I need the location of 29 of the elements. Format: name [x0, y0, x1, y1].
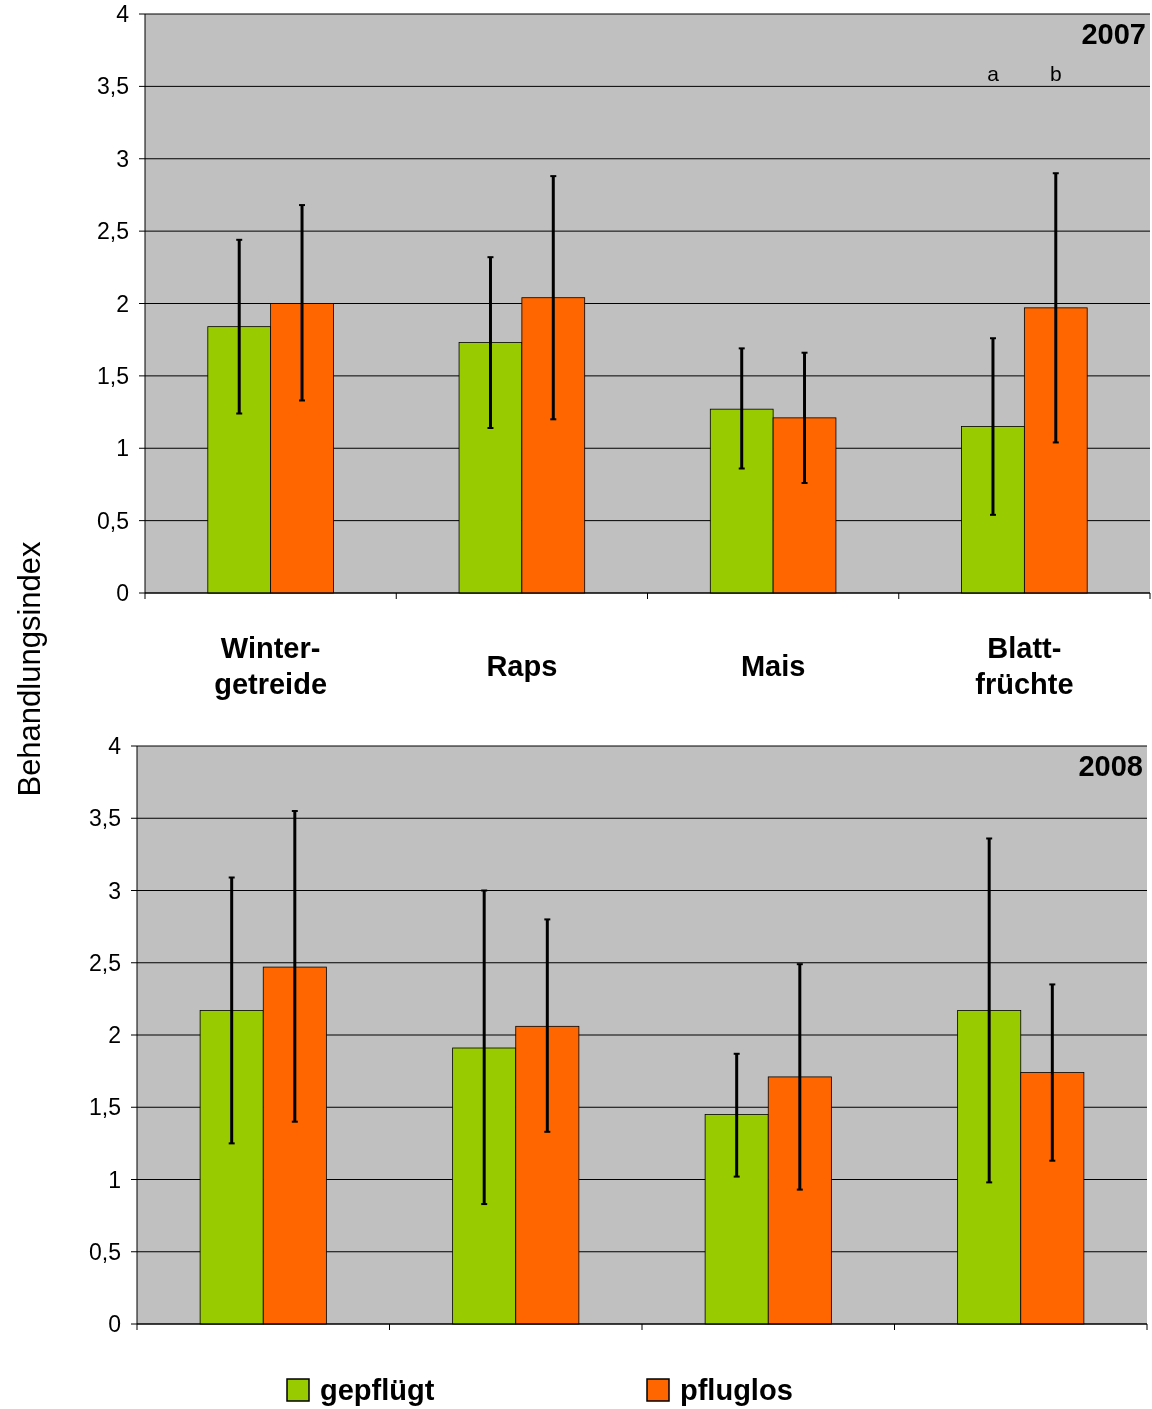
x-tick-label: Winter-getreide: [214, 632, 328, 700]
x-tick-label: Raps: [486, 650, 558, 682]
y-axis-title: Behandlungsindex: [12, 540, 47, 797]
y-tick-label: 0: [116, 580, 129, 607]
y-tick-label: 3,5: [97, 73, 129, 100]
y-tick-label: 3: [108, 877, 121, 904]
annotation: b: [1049, 62, 1062, 85]
y-tick-label: 1: [116, 435, 129, 462]
y-tick-label: 2: [116, 290, 129, 317]
chart-title: 2008: [1078, 750, 1143, 782]
y-tick-label: 3,5: [89, 805, 121, 832]
x-tick-label: Blatt-früchte: [975, 632, 1074, 700]
y-tick-label: 4: [108, 733, 122, 760]
annotation: a: [987, 62, 1000, 85]
y-tick-label: 3: [116, 145, 129, 172]
y-tick-label: 2,5: [97, 218, 129, 245]
x-tick-label: Mais: [740, 650, 806, 682]
y-tick-label: 0,5: [97, 507, 129, 534]
y-tick-label: 0,5: [89, 1238, 121, 1265]
y-tick-label: 4: [116, 1, 130, 28]
y-tick-label: 2,5: [89, 949, 121, 976]
y-tick-label: 2: [108, 1022, 121, 1049]
y-tick-label: 1,5: [97, 362, 129, 389]
chart-title: 2007: [1081, 18, 1146, 50]
legend-label: gepflügt: [320, 1374, 435, 1406]
y-tick-label: 0: [108, 1311, 121, 1338]
legend-label: pfluglos: [680, 1374, 793, 1406]
y-tick-label: 1,5: [89, 1094, 121, 1121]
y-tick-label: 1: [108, 1166, 121, 1193]
